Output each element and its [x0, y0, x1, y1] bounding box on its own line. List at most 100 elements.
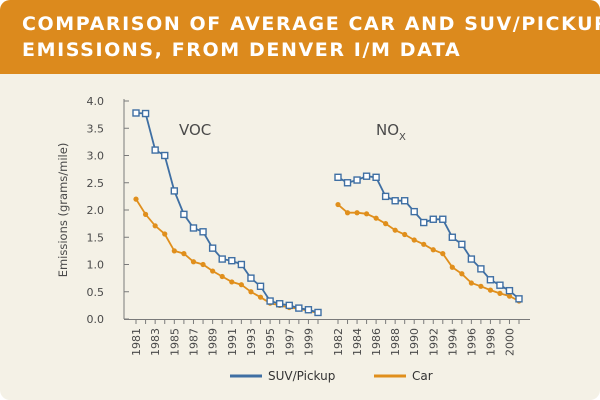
chart-title-line-1: COMPARISON OF AVERAGE CAR AND SUV/PICKUP: [22, 13, 600, 35]
suv-data-point: [381, 192, 390, 201]
suv-data-point: [314, 308, 322, 317]
suv-data-point: [362, 172, 371, 180]
suv-data-point: [141, 109, 150, 118]
car-data-point: [506, 293, 513, 299]
suv-data-point: [467, 255, 476, 263]
x-tick-label: 1991: [226, 328, 239, 356]
suv-data-point: [486, 276, 495, 284]
legend-label-car: Car: [412, 369, 433, 383]
suv-data-point: [448, 233, 457, 241]
suv-data-point: [208, 244, 217, 252]
x-tick-label: 1983: [149, 328, 162, 356]
suv-data-point: [247, 274, 255, 282]
suv-data-point: [180, 210, 188, 219]
car-data-point: [190, 259, 197, 265]
suv-data-point: [170, 187, 179, 195]
y-tick-label: 4.0: [87, 95, 105, 108]
car-data-point: [171, 248, 177, 254]
y-axis-label: Emissions (grams/mile): [56, 143, 70, 278]
suv-data-point: [151, 146, 159, 154]
suv-data-point: [477, 265, 485, 273]
y-tick-label: 1.5: [87, 231, 105, 244]
suv-data-point: [266, 297, 274, 305]
x-tick-label: 1982: [332, 328, 345, 356]
suv-data-point: [237, 260, 246, 269]
suv-data-point: [256, 282, 265, 290]
car-data-point: [210, 268, 216, 274]
suv-data-point: [372, 173, 380, 182]
suv-data-point: [199, 228, 207, 236]
suv-data-point: [285, 301, 293, 310]
suv-data-point: [515, 295, 523, 303]
annotation-nox-sub: X: [399, 132, 406, 143]
suv-data-point: [420, 218, 428, 227]
suv-data-point: [295, 304, 303, 312]
y-tick-label: 0.5: [87, 286, 105, 299]
car-data-point: [449, 264, 455, 270]
car-data-point: [478, 283, 484, 289]
car-data-point: [487, 287, 494, 293]
car-data-point: [354, 210, 360, 216]
car-line-voc: [135, 198, 319, 314]
car-data-point: [411, 237, 417, 243]
y-tick-label: 0.0: [87, 313, 105, 326]
car-data-point: [162, 231, 168, 237]
x-tick-label: 1996: [465, 328, 478, 356]
car-data-point: [257, 294, 264, 300]
suv-data-point: [429, 215, 437, 223]
car-data-point: [363, 211, 370, 217]
y-tick-label: 1.0: [87, 259, 105, 272]
suv-data-point: [304, 306, 313, 314]
x-tick-label: 2000: [503, 328, 516, 356]
chart-title-line-2: EMISSIONS, FROM DENVER I/M DATA: [22, 39, 462, 61]
car-data-point: [248, 289, 254, 295]
suv-data-point: [228, 256, 236, 265]
x-tick-label: 1989: [207, 328, 220, 356]
x-tick-label: 1992: [427, 328, 440, 356]
x-tick-label: 1993: [245, 328, 258, 356]
annotation-voc: VOC: [179, 121, 211, 139]
x-tick-label: 1985: [168, 328, 181, 356]
axes: 0.0 0.5 1.0 1.5 2.0 2.5 3.0 3.5 4.0 1981 1983 1985 1…: [87, 95, 530, 356]
x-tick-label: 1998: [484, 328, 497, 356]
x-tick-label: 1988: [389, 328, 402, 356]
car-data-point: [468, 280, 474, 286]
suv-data-point: [496, 281, 504, 289]
car-data-point: [421, 241, 427, 247]
legend-label-suv: SUV/Pickup: [268, 369, 335, 383]
y-tick-label: 2.5: [87, 177, 105, 190]
car-data-point: [142, 211, 149, 217]
suv-data-point: [161, 151, 169, 160]
car-data-point: [383, 221, 389, 227]
x-tick-label: 1997: [283, 328, 296, 356]
x-tick-label: 1995: [264, 328, 277, 356]
car-data-point: [200, 261, 206, 268]
title-banner: COMPARISON OF AVERAGE CAR AND SUV/PICKUP…: [0, 0, 600, 74]
annotation-nox: NOX: [376, 121, 406, 143]
x-tick-label: 1984: [351, 328, 364, 356]
suv-data-point: [400, 197, 409, 205]
car-data-point: [459, 271, 465, 277]
x-tick-label: 1999: [302, 328, 315, 356]
car-data-point: [229, 279, 235, 285]
y-tick-label: 3.0: [87, 150, 105, 163]
suv-data-point: [218, 255, 226, 263]
x-tick-label: 1990: [408, 328, 421, 356]
car-data-point: [152, 223, 158, 229]
chart-marks: [132, 109, 523, 317]
y-tick-label: 2.0: [87, 204, 105, 217]
suv-data-point: [275, 300, 284, 308]
car-data-point: [430, 247, 436, 253]
car-data-point: [392, 227, 398, 233]
suv-data-point: [505, 286, 514, 295]
suv-data-point: [458, 240, 466, 249]
car-line-nox: [337, 203, 520, 302]
car-data-point: [238, 282, 244, 288]
car-data-point: [402, 231, 408, 238]
suv-data-point: [334, 173, 342, 182]
suv-data-point: [439, 215, 447, 223]
suv-data-point: [391, 197, 399, 205]
x-tick-label: 1987: [187, 328, 200, 356]
